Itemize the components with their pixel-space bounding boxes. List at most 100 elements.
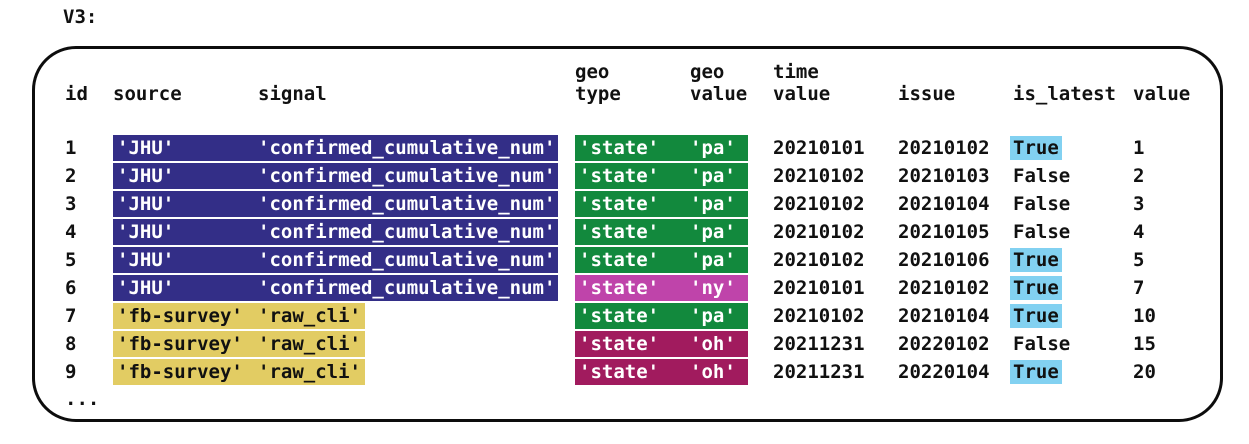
issue-cell: 20210106 — [898, 249, 990, 271]
source-signal-cell: 'JHU' 'confirmed_cumulative_num' — [113, 163, 558, 189]
source-signal-cell: 'JHU' 'confirmed_cumulative_num' — [113, 135, 558, 161]
signal-value: 'confirmed_cumulative_num' — [258, 249, 556, 271]
source-value: 'fb-survey' — [117, 361, 243, 383]
is-latest-value: True — [1010, 136, 1062, 160]
geo-cell: 'state' 'pa' — [575, 247, 748, 273]
row-id: 2 — [65, 165, 77, 187]
header-geo-value: geo value — [690, 61, 748, 105]
table-row: 5 'JHU' 'confirmed_cumulative_num' 'stat… — [65, 246, 1220, 274]
header-geo-type: geo type — [575, 61, 621, 105]
geo-value-value: 'pa' — [690, 193, 736, 215]
source-signal-cell: 'JHU' 'confirmed_cumulative_num' — [113, 247, 558, 273]
is-latest-value: False — [1013, 333, 1071, 355]
geo-type-value: 'state' — [579, 333, 660, 355]
source-signal-cell-wrap: 'JHU' 'confirmed_cumulative_num' — [113, 247, 558, 273]
source-signal-cell-wrap: 'fb-survey' 'raw_cli' — [113, 331, 558, 357]
source-value: 'JHU' — [117, 165, 175, 187]
table-row: 7 'fb-survey' 'raw_cli' 'state' 'pa' 202… — [65, 302, 1220, 330]
source-signal-cell-wrap: 'JHU' 'confirmed_cumulative_num' — [113, 191, 558, 217]
geo-type-value: 'state' — [579, 361, 660, 383]
value-cell: 15 — [1133, 333, 1156, 355]
issue-cell: 20210104 — [898, 305, 990, 327]
geo-cell-wrap: 'state' 'pa' — [575, 303, 748, 329]
table-row: 6 'JHU' 'confirmed_cumulative_num' 'stat… — [65, 274, 1220, 302]
geo-value-value: 'oh' — [690, 361, 736, 383]
geo-type-value: 'state' — [579, 277, 660, 299]
time-value-cell: 20210102 — [773, 249, 865, 271]
header-is-latest: is_latest — [1013, 83, 1116, 105]
time-value-cell: 20211231 — [773, 361, 865, 383]
geo-type-value: 'state' — [579, 193, 660, 215]
signal-value: 'confirmed_cumulative_num' — [258, 221, 556, 243]
geo-cell-wrap: 'state' 'pa' — [575, 247, 748, 273]
geo-value-value: 'pa' — [690, 137, 736, 159]
geo-cell-wrap: 'state' 'oh' — [575, 359, 748, 385]
header-signal: signal — [258, 83, 327, 105]
issue-cell: 20210102 — [898, 137, 990, 159]
is-latest-cell: True — [1010, 276, 1133, 300]
value-cell: 2 — [1133, 165, 1145, 187]
table-row: 4 'JHU' 'confirmed_cumulative_num' 'stat… — [65, 218, 1220, 246]
is-latest-value: True — [1010, 304, 1062, 328]
header-value: value — [1133, 83, 1191, 105]
is-latest-cell: True — [1010, 304, 1133, 328]
value-cell: 20 — [1133, 361, 1156, 383]
source-signal-cell-wrap: 'fb-survey' 'raw_cli' — [113, 303, 558, 329]
geo-type-value: 'state' — [579, 305, 660, 327]
table-panel: id source signal geo type geo value time… — [32, 46, 1223, 422]
geo-cell-wrap: 'state' 'oh' — [575, 331, 748, 357]
issue-cell: 20210102 — [898, 277, 990, 299]
geo-cell: 'state' 'ny' — [575, 275, 748, 301]
is-latest-cell: False — [1013, 165, 1133, 187]
time-value-cell: 20210101 — [773, 277, 865, 299]
geo-cell-wrap: 'state' 'pa' — [575, 191, 748, 217]
time-value-cell: 20210101 — [773, 137, 865, 159]
geo-cell: 'state' 'pa' — [575, 163, 748, 189]
geo-cell: 'state' 'pa' — [575, 219, 748, 245]
is-latest-value: False — [1013, 165, 1071, 187]
time-value-cell: 20211231 — [773, 333, 865, 355]
row-id: 3 — [65, 193, 77, 215]
source-signal-cell-wrap: 'JHU' 'confirmed_cumulative_num' — [113, 135, 558, 161]
value-cell: 1 — [1133, 137, 1145, 159]
geo-cell: 'state' 'oh' — [575, 359, 748, 385]
signal-value: 'raw_cli' — [258, 333, 361, 355]
table-row: 8 'fb-survey' 'raw_cli' 'state' 'oh' 202… — [65, 330, 1220, 358]
geo-type-value: 'state' — [579, 165, 660, 187]
time-value-cell: 20210102 — [773, 221, 865, 243]
table-row: 3 'JHU' 'confirmed_cumulative_num' 'stat… — [65, 190, 1220, 218]
source-value: 'JHU' — [117, 137, 175, 159]
geo-value-value: 'pa' — [690, 221, 736, 243]
source-signal-cell-wrap: 'JHU' 'confirmed_cumulative_num' — [113, 163, 558, 189]
geo-cell-wrap: 'state' 'pa' — [575, 135, 748, 161]
version-label: V3: — [63, 6, 98, 28]
is-latest-value: True — [1010, 360, 1062, 384]
issue-cell: 20220104 — [898, 361, 990, 383]
table-row: 9 'fb-survey' 'raw_cli' 'state' 'oh' 202… — [65, 358, 1220, 386]
geo-type-value: 'state' — [579, 249, 660, 271]
source-value: 'JHU' — [117, 193, 175, 215]
header-geo-group: geo type geo value — [575, 61, 748, 105]
header-issue: issue — [898, 83, 956, 105]
geo-cell: 'state' 'pa' — [575, 303, 748, 329]
issue-cell: 20210104 — [898, 193, 990, 215]
row-id: 9 — [65, 361, 77, 383]
table-row: 1 'JHU' 'confirmed_cumulative_num' 'stat… — [65, 134, 1220, 162]
value-cell: 4 — [1133, 221, 1145, 243]
issue-cell: 20220102 — [898, 333, 990, 355]
signal-value: 'raw_cli' — [258, 361, 361, 383]
row-id: 1 — [65, 137, 77, 159]
time-value-cell: 20210102 — [773, 165, 865, 187]
source-signal-cell: 'fb-survey' 'raw_cli' — [113, 303, 365, 329]
source-signal-cell: 'JHU' 'confirmed_cumulative_num' — [113, 219, 558, 245]
is-latest-value: False — [1013, 221, 1071, 243]
geo-cell: 'state' 'pa' — [575, 191, 748, 217]
source-signal-cell-wrap: 'fb-survey' 'raw_cli' — [113, 359, 558, 385]
is-latest-value: False — [1013, 193, 1071, 215]
source-signal-cell-wrap: 'JHU' 'confirmed_cumulative_num' — [113, 275, 558, 301]
row-id: 7 — [65, 305, 77, 327]
source-value: 'fb-survey' — [117, 333, 243, 355]
is-latest-cell: True — [1010, 360, 1133, 384]
source-signal-cell: 'JHU' 'confirmed_cumulative_num' — [113, 275, 558, 301]
signal-value: 'raw_cli' — [258, 305, 361, 327]
